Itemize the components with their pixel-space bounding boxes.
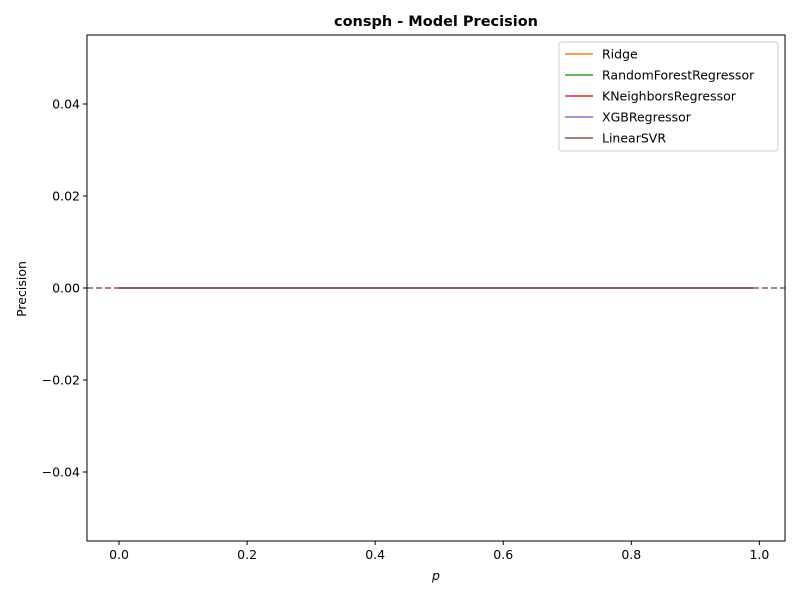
x-tick-label-3: 0.6 (493, 547, 513, 562)
y-tick-label-3: 0.02 (52, 189, 80, 204)
y-tick-label-1: −0.02 (42, 373, 80, 388)
legend-label-4: LinearSVR (602, 131, 666, 146)
x-tick-label-4: 0.8 (621, 547, 641, 562)
y-tick-label-4: 0.04 (52, 97, 80, 112)
x-tick-label-5: 1.0 (749, 547, 769, 562)
x-tick-label-0: 0.0 (109, 547, 129, 562)
plot-area: 0.0 0.2 0.4 0.6 0.8 1.0 −0.04 −0.02 0.00 0.02 0.04… (42, 34, 786, 562)
legend-label-2: KNeighborsRegressor (602, 89, 737, 104)
x-axis-label: p (431, 568, 440, 583)
chart-title: consph - Model Precision (334, 14, 538, 30)
legend-label-3: XGBRegressor (602, 110, 692, 125)
y-axis-label: Precision (14, 261, 29, 317)
legend-label-1: RandomForestRegressor (602, 68, 755, 83)
y-tick-label-0: −0.04 (42, 465, 80, 480)
x-tick-label-1: 0.2 (237, 547, 257, 562)
y-tick-label-2: 0.00 (52, 281, 80, 296)
legend-label-0: Ridge (602, 47, 638, 62)
x-tick-label-2: 0.4 (365, 547, 385, 562)
legend-box (558, 41, 779, 152)
